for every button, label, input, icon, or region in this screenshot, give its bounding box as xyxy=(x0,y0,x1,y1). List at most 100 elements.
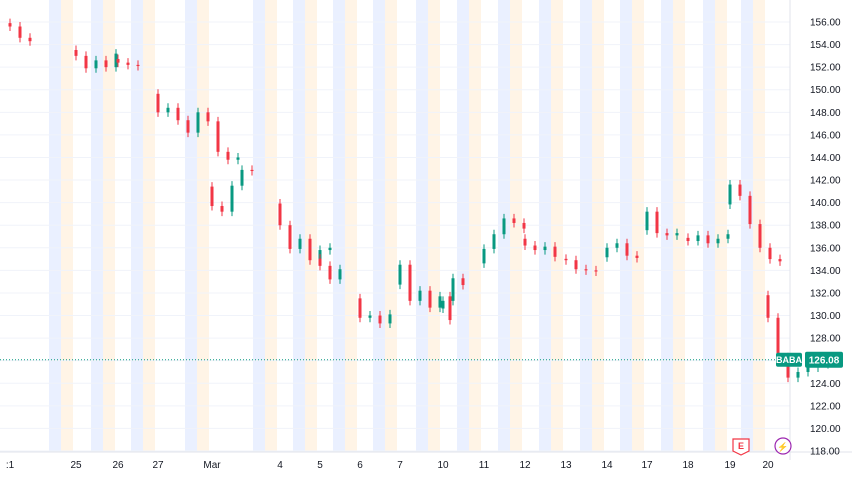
x-tick-label: 13 xyxy=(560,460,572,471)
premarket-band xyxy=(265,0,277,452)
candle-body xyxy=(441,300,445,309)
candle-body xyxy=(166,107,170,113)
candle-body xyxy=(186,120,190,133)
candle-body xyxy=(786,357,790,378)
candle-body xyxy=(408,264,412,301)
candle-body xyxy=(250,169,254,172)
y-tick-label: 130.00 xyxy=(810,311,841,322)
candle-body xyxy=(126,62,130,65)
candle-body xyxy=(378,315,382,324)
candle-body xyxy=(655,211,659,234)
x-tick-label: 26 xyxy=(112,460,124,471)
candle-body xyxy=(358,298,362,318)
candle-body xyxy=(796,371,800,378)
premarket-band xyxy=(345,0,357,452)
candle-body xyxy=(758,224,762,248)
x-tick-label: 19 xyxy=(724,460,736,471)
candle-body xyxy=(104,60,108,68)
premarket-band xyxy=(385,0,397,452)
earnings-label: E xyxy=(738,441,744,451)
candle-body xyxy=(512,218,516,223)
candle-body xyxy=(298,238,302,249)
last-price-badge xyxy=(805,351,843,368)
premarket-band xyxy=(373,0,385,452)
premarket-band xyxy=(253,0,265,452)
candle-body xyxy=(461,278,465,286)
premarket-band xyxy=(673,0,685,452)
gridlines xyxy=(0,21,790,452)
candle-body xyxy=(18,26,22,38)
candle-body xyxy=(766,295,770,318)
y-tick-label: 132.00 xyxy=(810,288,841,299)
candle-body xyxy=(94,60,98,69)
candle-body xyxy=(778,259,782,262)
y-tick-label: 144.00 xyxy=(810,153,841,164)
y-tick-label: 138.00 xyxy=(810,221,841,232)
y-tick-label: 140.00 xyxy=(810,198,841,209)
candle-body xyxy=(645,211,649,231)
candle-body xyxy=(308,238,312,261)
premarket-band xyxy=(131,0,143,452)
candle-body xyxy=(553,246,557,257)
x-tick-label: 27 xyxy=(152,460,164,471)
candle-body xyxy=(564,258,568,261)
candle-body xyxy=(533,245,537,251)
candle-body xyxy=(574,260,578,270)
candle-body xyxy=(706,235,710,244)
candle-body xyxy=(176,107,180,121)
candle-body xyxy=(584,269,588,271)
candles xyxy=(8,18,830,383)
candle-body xyxy=(635,255,639,258)
candle-body xyxy=(8,23,12,27)
session-bands xyxy=(49,0,765,452)
x-tick-label: 20 xyxy=(762,460,774,471)
premarket-band xyxy=(510,0,522,452)
premarket-band xyxy=(551,0,563,452)
candle-body xyxy=(74,49,78,56)
candle-body xyxy=(502,218,506,235)
candle-body xyxy=(428,290,432,308)
x-tick-label: 18 xyxy=(682,460,694,471)
candle-body xyxy=(328,247,332,251)
candle-body xyxy=(398,264,402,285)
premarket-band xyxy=(661,0,673,452)
candle-body xyxy=(278,203,282,226)
candle-body xyxy=(206,112,210,122)
candle-body xyxy=(318,258,322,266)
candle-body xyxy=(328,265,332,280)
candle-body xyxy=(288,225,292,249)
premarket-band xyxy=(49,0,61,452)
premarket-band xyxy=(428,0,440,452)
y-tick-label: 134.00 xyxy=(810,266,841,277)
premarket-band xyxy=(580,0,592,452)
premarket-band xyxy=(703,0,715,452)
candle-body xyxy=(696,235,700,242)
premarket-band xyxy=(185,0,197,452)
candle-body xyxy=(665,233,669,236)
premarket-band xyxy=(741,0,753,452)
candle-body xyxy=(728,184,732,205)
y-tick-label: 124.00 xyxy=(810,379,841,390)
y-tick-label: 152.00 xyxy=(810,63,841,74)
x-tick-label: 7 xyxy=(397,460,403,471)
candle-body xyxy=(136,64,140,67)
candle-body xyxy=(230,185,234,212)
candle-body xyxy=(492,234,496,249)
candle-body xyxy=(675,233,679,236)
x-tick-label: 25 xyxy=(70,460,82,471)
y-tick-label: 118.00 xyxy=(810,447,840,458)
x-tick-label: 5 xyxy=(317,460,323,471)
y-tick-label: 142.00 xyxy=(810,176,841,187)
candle-body xyxy=(196,112,200,133)
x-tick-label: Mar xyxy=(203,460,221,471)
candle-body xyxy=(210,186,214,207)
y-tick-label: 154.00 xyxy=(810,40,841,51)
candle-body xyxy=(748,195,752,225)
premarket-band xyxy=(632,0,644,452)
candle-body xyxy=(543,246,547,251)
y-tick-label: 146.00 xyxy=(810,130,841,141)
candle-body xyxy=(116,59,120,63)
candle-body xyxy=(451,278,455,301)
x-tick-label: 12 xyxy=(519,460,531,471)
